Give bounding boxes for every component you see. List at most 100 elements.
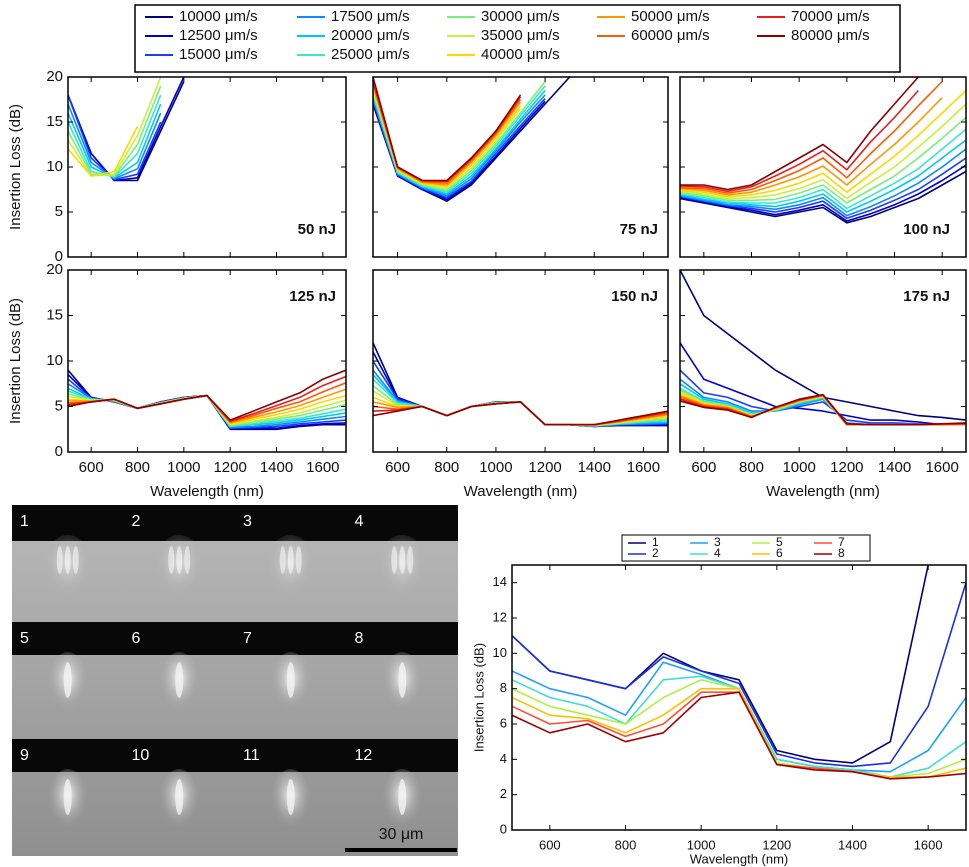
y-axis-label: Insertion Loss (dB)	[7, 104, 24, 230]
micrograph-number: 4	[355, 513, 364, 530]
y-tick-label: 0	[500, 821, 507, 836]
data-line	[373, 77, 522, 182]
legend-label: 50000 μm/s	[631, 8, 710, 25]
data-line	[680, 89, 919, 193]
x-tick-label: 1000	[167, 459, 200, 476]
data-line	[680, 393, 966, 426]
x-axis-label: Wavelength (nm)	[690, 851, 789, 866]
y-tick-label: 15	[46, 113, 63, 130]
data-line	[680, 164, 966, 222]
micrograph-number: 12	[355, 747, 373, 764]
legend-label: 60000 μm/s	[631, 27, 710, 44]
data-line	[680, 128, 966, 210]
y-tick-label: 4	[500, 751, 507, 766]
data-line	[68, 369, 346, 421]
legend-label: 17500 μm/s	[331, 8, 410, 25]
micrograph-number: 8	[355, 630, 364, 647]
x-tick-label: 800	[125, 459, 150, 476]
x-tick-label: 1400	[838, 837, 867, 852]
x-tick-label: 1200	[762, 837, 791, 852]
data-line	[373, 360, 668, 428]
x-tick-label: 1000	[687, 837, 716, 852]
x-tick-label: 600	[385, 459, 410, 476]
data-line	[680, 116, 966, 204]
legend-label: 12500 μm/s	[179, 27, 258, 44]
x-tick-label: 1000	[782, 459, 815, 476]
y-tick-label: 5	[55, 203, 63, 220]
x-tick-label: 1000	[479, 459, 512, 476]
legend-label: 80000 μm/s	[791, 27, 870, 44]
y-axis-label: Insertion Loss (dB)	[7, 298, 24, 424]
legend-label: 7	[838, 535, 845, 549]
scale-bar	[345, 848, 457, 852]
micrograph-number: 9	[20, 747, 29, 764]
x-tick-label: 1600	[914, 837, 943, 852]
waveguide-trace	[63, 662, 72, 698]
micrograph-header	[346, 622, 458, 655]
waveguide-trace	[286, 662, 295, 698]
data-line	[373, 369, 668, 428]
scale-bar-label: 30 μm	[379, 826, 424, 843]
waveguide-trace	[175, 779, 184, 815]
data-line	[68, 103, 162, 180]
data-line	[680, 89, 966, 198]
legend-label: 3	[714, 535, 721, 549]
data-line	[373, 351, 668, 428]
x-tick-label: 1200	[528, 459, 561, 476]
micrograph-header	[346, 739, 458, 772]
axes-frame	[511, 564, 967, 831]
data-line	[373, 342, 668, 428]
legend-label: 15000 μm/s	[179, 46, 258, 63]
x-axis-label: Wavelength (nm)	[464, 483, 578, 500]
data-line	[680, 157, 966, 220]
micrograph-header	[123, 622, 235, 655]
micrograph-number: 1	[20, 513, 29, 530]
panel-label: 100 nJ	[903, 221, 950, 238]
y-tick-label: 12	[493, 609, 507, 624]
legend-label: 1	[652, 535, 659, 549]
legend-label: 8	[838, 546, 845, 560]
micrograph-header	[235, 622, 347, 655]
waveguide-trace	[398, 662, 407, 698]
waveguide-glow	[41, 535, 94, 605]
data-line	[68, 77, 162, 177]
plot-area	[680, 270, 966, 426]
x-axis-label: Wavelength (nm)	[766, 483, 880, 500]
legend-label: 2	[652, 546, 659, 560]
y-tick-label: 2	[500, 786, 507, 801]
data-line	[680, 77, 919, 191]
plot-area	[373, 77, 571, 202]
waveguide-trace	[63, 779, 72, 815]
plot-area	[512, 565, 966, 780]
legend-box	[621, 534, 871, 562]
data-line	[512, 687, 966, 778]
data-line	[680, 139, 966, 213]
x-tick-label: 1600	[627, 459, 660, 476]
data-line	[68, 103, 162, 179]
y-tick-label: 5	[55, 397, 63, 414]
x-tick-label: 600	[79, 459, 104, 476]
panel-label: 175 nJ	[903, 288, 950, 305]
x-tick-label: 1200	[213, 459, 246, 476]
y-tick-label: 0	[55, 248, 63, 265]
data-line	[680, 80, 943, 194]
x-tick-label: 1600	[306, 459, 339, 476]
legend-label: 30000 μm/s	[481, 8, 560, 25]
plot-area	[68, 77, 185, 182]
x-tick-label: 600	[691, 459, 716, 476]
legend-label: 6	[776, 546, 783, 560]
micrograph-number: 7	[243, 630, 252, 647]
y-tick-label: 15	[46, 306, 63, 323]
data-line	[680, 342, 966, 426]
legend-label: 5	[776, 535, 783, 549]
waveguide-trace	[398, 779, 407, 815]
plot-area	[373, 342, 668, 428]
waveguide-glow	[376, 535, 429, 605]
data-line	[680, 103, 966, 200]
y-tick-label: 20	[46, 261, 63, 278]
data-line	[680, 97, 943, 196]
data-line	[512, 679, 966, 778]
micrograph-number: 10	[132, 747, 150, 764]
plot-area	[68, 369, 346, 431]
